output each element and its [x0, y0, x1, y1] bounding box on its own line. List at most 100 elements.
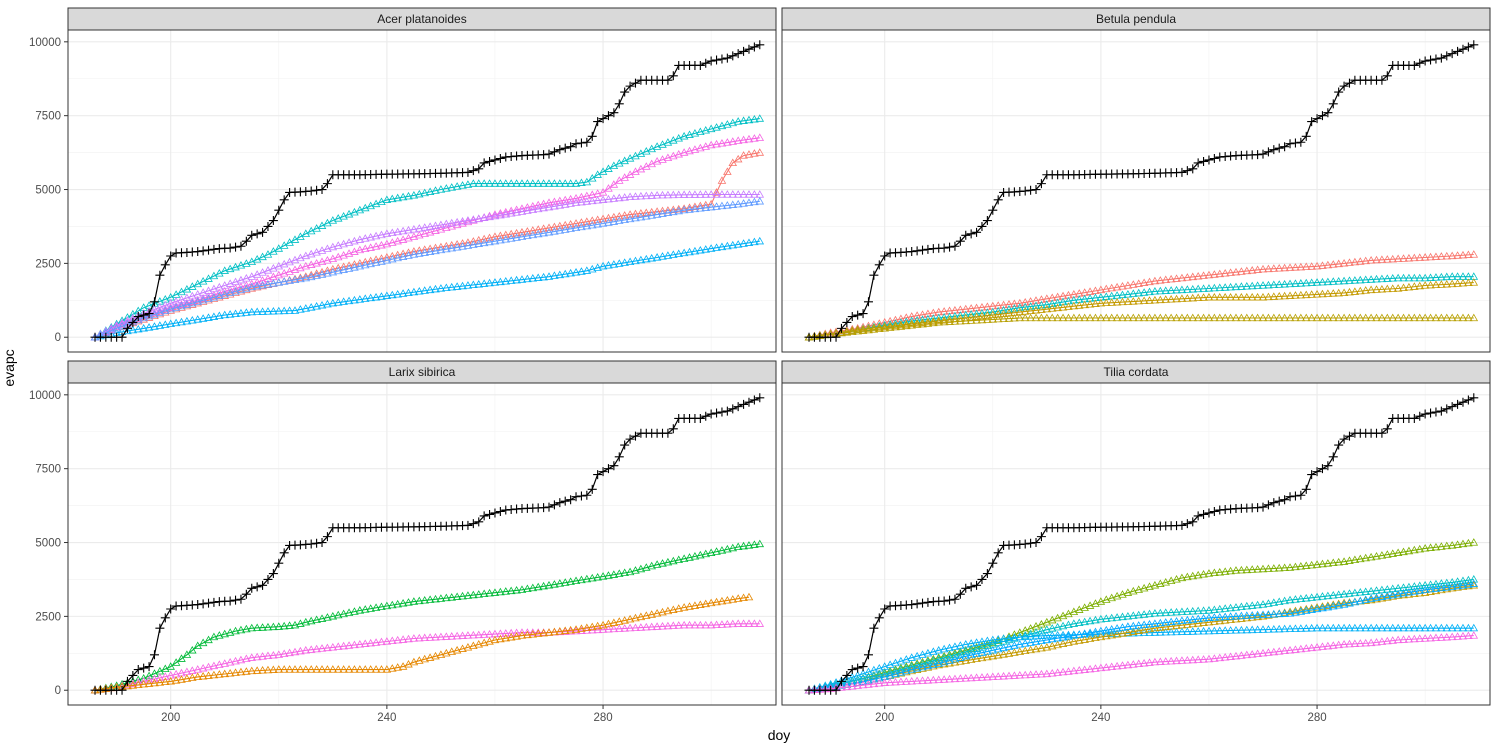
- reference-point: [912, 599, 922, 609]
- data-point: [598, 195, 608, 203]
- data-point: [1166, 286, 1176, 294]
- data-point: [885, 660, 895, 668]
- data-point: [1285, 263, 1295, 271]
- data-point: [1307, 643, 1316, 652]
- data-point: [1383, 313, 1392, 322]
- data-point: [1226, 603, 1235, 612]
- data-point: [1172, 616, 1181, 625]
- data-point: [258, 623, 267, 631]
- reference-point: [571, 492, 581, 502]
- data-point: [717, 620, 727, 628]
- data-point: [961, 647, 971, 655]
- data-point: [231, 626, 240, 635]
- data-point: [701, 142, 711, 150]
- data-point: [923, 676, 933, 684]
- data-point: [1334, 623, 1343, 632]
- data-point: [1350, 257, 1360, 266]
- data-point: [550, 201, 559, 210]
- data-point: [231, 309, 240, 317]
- data-point: [625, 257, 635, 265]
- data-point: [945, 658, 954, 667]
- data-point: [1247, 313, 1257, 322]
- data-point: [1031, 628, 1041, 636]
- y-tick-label: 7500: [35, 464, 61, 476]
- data-point: [544, 272, 554, 280]
- data-point: [1183, 313, 1192, 322]
- data-point: [609, 212, 619, 221]
- data-point: [312, 615, 321, 624]
- data-point: [874, 323, 884, 331]
- data-point: [512, 275, 521, 284]
- data-point: [1296, 290, 1306, 299]
- data-point: [874, 679, 884, 687]
- data-point: [496, 231, 505, 240]
- data-point: [1183, 627, 1192, 635]
- data-point: [366, 232, 375, 241]
- data-point: [577, 222, 586, 231]
- reference-point: [625, 81, 635, 91]
- data-point: [1129, 313, 1138, 322]
- data-point: [1296, 313, 1306, 322]
- reference-point: [268, 569, 278, 579]
- data-point: [1101, 313, 1111, 322]
- data-point: [1096, 285, 1106, 294]
- data-point: [972, 673, 981, 681]
- data-point: [1172, 575, 1181, 583]
- reference-point: [993, 548, 1003, 558]
- data-point: [1420, 580, 1430, 589]
- data-point: [1231, 651, 1241, 660]
- data-point: [1247, 281, 1257, 290]
- data-point: [420, 654, 429, 663]
- data-point: [1366, 285, 1376, 294]
- data-point: [198, 663, 208, 672]
- data-point: [117, 321, 127, 330]
- data-point: [706, 124, 716, 133]
- data-point: [231, 277, 240, 286]
- data-point: [539, 581, 548, 590]
- data-point: [420, 596, 429, 604]
- data-point: [1258, 564, 1268, 573]
- data-point: [631, 192, 640, 200]
- data-point: [571, 193, 581, 202]
- reference-point: [1258, 149, 1268, 159]
- data-point: [1004, 642, 1014, 650]
- data-point: [1199, 655, 1208, 663]
- data-point: [853, 671, 862, 679]
- data-point: [1166, 576, 1176, 585]
- reference-point: [1382, 71, 1392, 81]
- reference-point: [831, 685, 841, 695]
- data-point: [918, 659, 927, 667]
- data-point: [1339, 589, 1349, 598]
- data-point: [934, 645, 944, 654]
- data-point: [550, 627, 559, 636]
- data-point: [1139, 296, 1149, 304]
- reference-point: [479, 511, 489, 521]
- reference-point: [155, 270, 165, 280]
- reference-point: [539, 503, 549, 513]
- data-point: [1047, 634, 1057, 643]
- reference-point: [166, 604, 176, 614]
- data-point: [744, 541, 754, 549]
- data-point: [1156, 313, 1165, 322]
- data-point: [1291, 595, 1300, 603]
- data-point: [1404, 635, 1414, 643]
- data-point: [956, 648, 965, 657]
- data-point: [409, 250, 419, 258]
- reference-point: [744, 44, 754, 54]
- data-point: [587, 264, 597, 273]
- data-point: [533, 582, 543, 591]
- reference-point: [204, 598, 214, 608]
- reference-point: [1426, 408, 1436, 418]
- data-point: [1188, 313, 1198, 322]
- data-point: [560, 269, 570, 278]
- data-point: [701, 599, 711, 608]
- data-point: [750, 619, 759, 627]
- data-point: [469, 179, 478, 187]
- data-point: [1377, 274, 1387, 283]
- reference-point: [1328, 99, 1338, 109]
- reference-point: [587, 484, 597, 494]
- data-point: [496, 277, 505, 286]
- reference-point: [1285, 492, 1295, 502]
- reference-point: [539, 150, 549, 160]
- data-point: [301, 665, 311, 673]
